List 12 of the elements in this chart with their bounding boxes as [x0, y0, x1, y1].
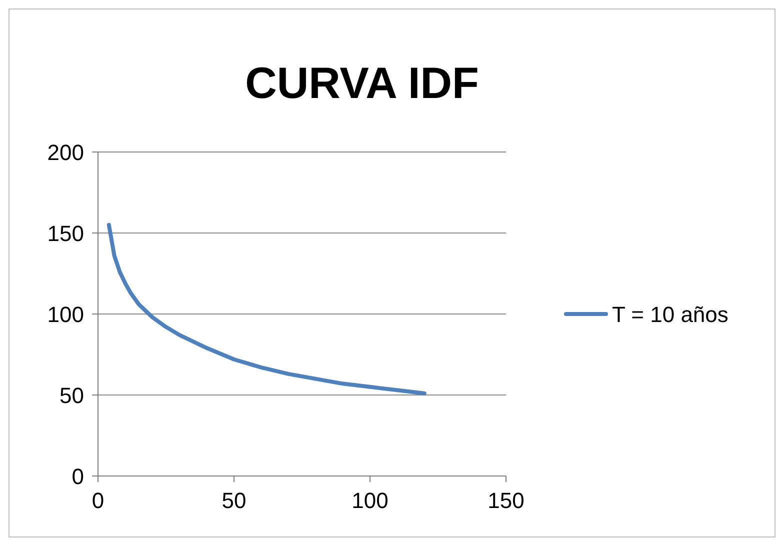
x-tick-label: 150 — [488, 488, 524, 513]
x-tick-label: 0 — [92, 488, 104, 513]
x-tick-label: 50 — [222, 488, 246, 513]
y-tick-label: 50 — [60, 383, 84, 408]
y-tick-label: 100 — [47, 302, 84, 327]
chart-title: CURVA IDF — [245, 59, 479, 108]
y-tick-label: 0 — [72, 464, 84, 489]
y-tick-label: 200 — [47, 140, 84, 165]
x-tick-label: 100 — [352, 488, 388, 513]
legend-label: T = 10 años — [612, 302, 728, 327]
y-tick-label: 150 — [47, 221, 84, 246]
line-series — [106, 222, 426, 396]
